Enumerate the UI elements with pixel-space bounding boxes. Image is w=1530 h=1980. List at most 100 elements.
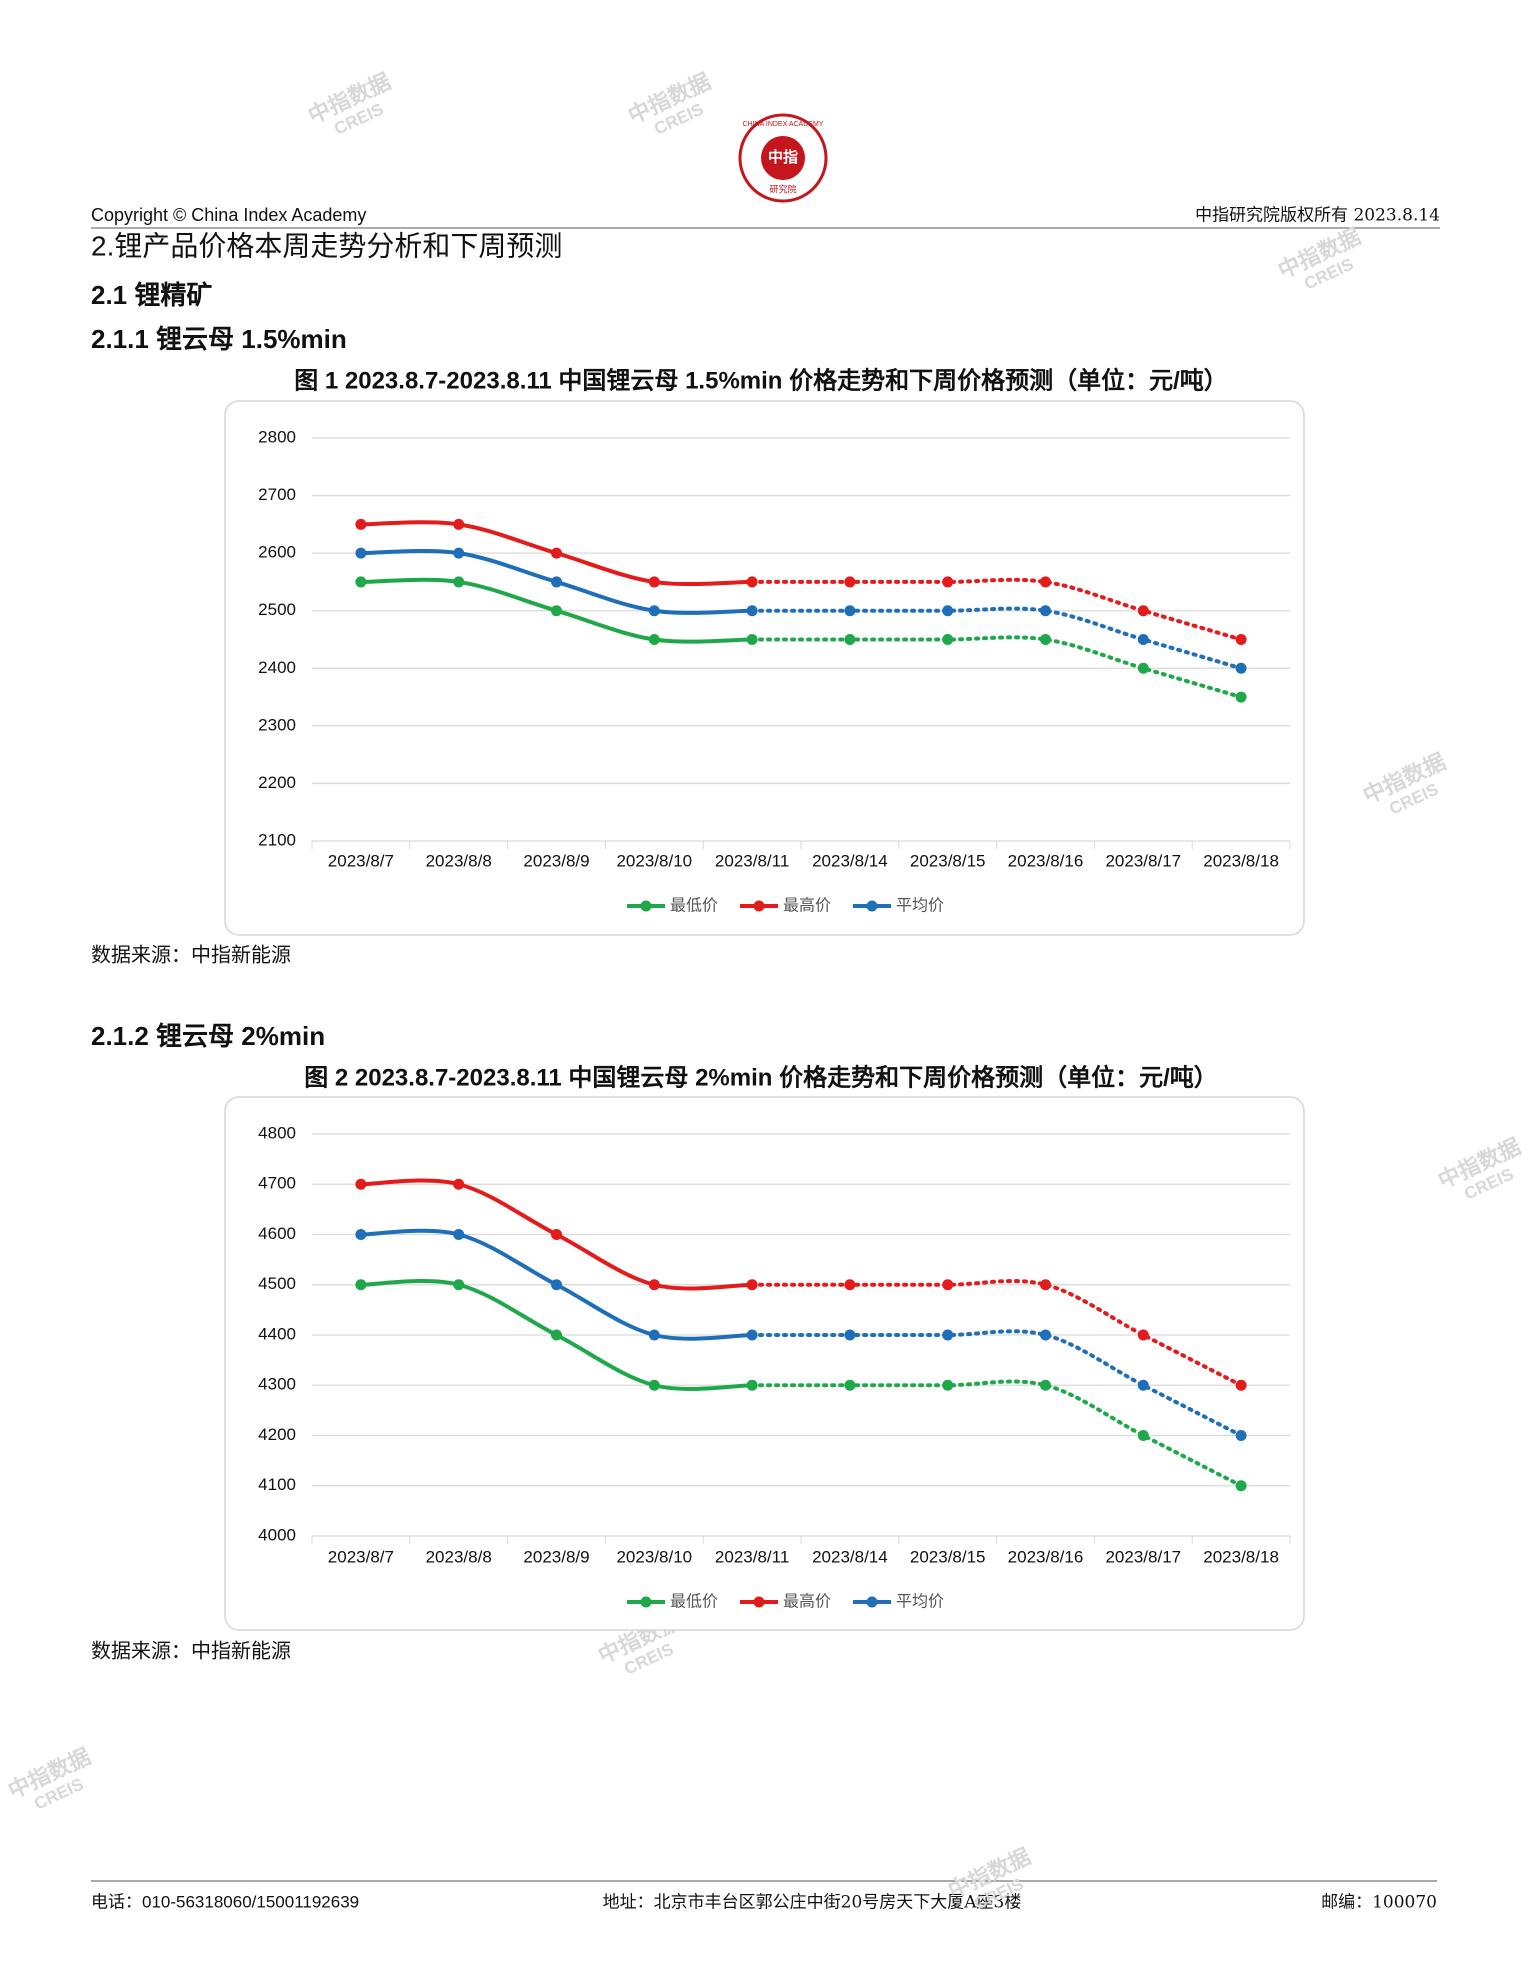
x-tick-label: 2023/8/11 [715,851,789,870]
source-note: 数据来源：中指新能源 [91,943,291,967]
point [648,634,660,645]
point [453,518,465,530]
y-tick-label: 4200 [258,1425,296,1444]
x-tick-label: 2023/8/18 [1203,851,1279,870]
header-copyright: Copyright © China Index Academy [91,205,366,225]
point [551,547,562,559]
x-tick-label: 2023/8/8 [426,1547,492,1566]
point [1235,691,1247,703]
y-tick-label: 2700 [258,485,296,504]
heading: 2.锂产品价格本周走势分析和下周预测 [91,230,562,261]
point [355,547,367,559]
header-rights: 中指研究院版权所有 2023.8.14 [1195,206,1440,226]
point [551,1329,562,1341]
x-tick-label: 2023/8/9 [523,851,589,870]
point [1235,662,1247,674]
forecast-line [750,606,1244,671]
point [942,1329,954,1341]
point [453,1229,465,1240]
forecast-line [750,577,1244,642]
point [1040,634,1051,645]
point [355,1178,367,1190]
point [844,576,856,588]
y-tick-label: 2300 [258,715,296,734]
legend-swatch-dot [866,900,878,912]
point [746,605,758,617]
y-tick-label: 4500 [258,1274,296,1293]
legend-label: 平均价 [896,896,944,915]
point [746,1279,758,1291]
point [1040,1329,1051,1341]
y-tick-label: 4700 [258,1174,296,1193]
logo-ring [738,113,828,203]
x-tick-label: 2023/8/16 [1008,1547,1084,1566]
point [844,1379,856,1391]
point [1137,662,1149,674]
y-tick-label: 4800 [258,1123,296,1142]
x-tick-label: 2023/8/9 [523,1547,589,1566]
x-tick-label: 2023/8/7 [328,1547,394,1566]
source-note: 数据来源：中指新能源 [91,1639,291,1663]
y-tick-label: 2500 [258,600,296,619]
point [1040,605,1051,617]
x-tick-label: 2023/8/10 [616,1547,692,1566]
y-tick-label: 2600 [258,543,296,562]
chart-title: 图 2 2023.8.7-2023.8.11 中国锂云母 2%min 价格走势和… [304,1063,1218,1091]
forecast-line [750,1329,1244,1438]
point [648,1329,660,1341]
y-tick-label: 4100 [258,1475,296,1494]
legend-swatch-dot [640,1596,652,1608]
point [453,1178,465,1190]
point [453,1279,465,1291]
chart-title: 图 1 2023.8.7-2023.8.11 中国锂云母 1.5%min 价格走… [294,366,1228,394]
x-tick-label: 2023/8/15 [910,851,986,870]
x-tick-label: 2023/8/11 [715,1547,789,1566]
footer-phone: 电话：010-56318060/15001192639 [91,1892,359,1911]
point [648,1379,660,1391]
x-tick-label: 2023/8/18 [1203,1547,1279,1566]
point [942,634,954,645]
y-tick-label: 2800 [258,427,296,446]
y-tick-label: 4600 [258,1224,296,1243]
point [648,576,660,588]
heading: 2.1.2 锂云母 2%min [91,1021,325,1051]
point [355,1229,367,1240]
x-tick-label: 2023/8/15 [910,1547,986,1566]
logo: 中指 CHINA INDEX ACADEMY 研究院 [738,113,828,203]
point [1137,605,1149,617]
point [355,518,367,530]
point [746,1379,758,1391]
point [551,1229,562,1240]
point [1137,1379,1149,1391]
point [1235,634,1247,645]
point [355,576,367,588]
legend-label: 最低价 [670,896,718,915]
point [1040,1379,1051,1391]
point [1040,576,1051,588]
x-tick-label: 2023/8/14 [812,851,888,870]
y-tick-label: 4300 [258,1375,296,1394]
point [844,1279,856,1291]
heading: 2.1.1 锂云母 1.5%min [91,324,347,354]
logo-bottom: 研究院 [769,183,796,194]
y-tick-label: 2100 [258,830,296,849]
point [746,1329,758,1341]
point [551,576,562,588]
point [844,1329,856,1341]
legend-swatch-dot [866,1596,878,1608]
legend-label: 平均价 [896,1592,944,1611]
x-tick-label: 2023/8/10 [616,851,692,870]
forecast-line [750,635,1244,700]
x-tick-label: 2023/8/17 [1105,851,1181,870]
x-tick-label: 2023/8/8 [426,851,492,870]
point [648,1279,660,1291]
legend-swatch-dot [640,900,652,912]
point [942,576,954,588]
point [355,1279,367,1291]
point [746,634,758,645]
